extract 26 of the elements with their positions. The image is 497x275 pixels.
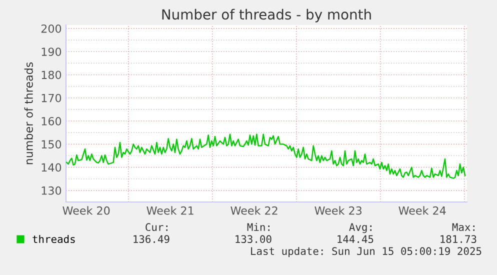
text: 136.49 — [134, 235, 170, 244]
x-tick-label: Week 20 — [62, 206, 110, 215]
y-tick-label: 140 — [42, 163, 62, 172]
y-tick-label: 160 — [42, 116, 62, 126]
chart-title: Number of threads - by month — [162, 8, 371, 22]
text: Max: — [452, 223, 474, 232]
text: 133.00 — [236, 235, 272, 244]
text: Last update: Sun Jun 15 05:00:19 2025 — [251, 246, 482, 258]
x-tick-label: Week 24 — [398, 206, 446, 215]
text: 144.45 — [338, 235, 374, 244]
x-tick-label: Week 23 — [314, 206, 362, 215]
text: Avg: — [349, 223, 372, 234]
x-tick-label: Week 21 — [146, 206, 194, 215]
y-tick-label: 170 — [42, 94, 62, 102]
text: Min: — [247, 222, 270, 231]
legend-label: threads — [32, 234, 75, 244]
y-tick-label: 150 — [42, 140, 62, 149]
y-tick-label: 190 — [42, 48, 62, 56]
text: Cur: — [146, 223, 168, 232]
y-tick-label: 130 — [42, 186, 62, 195]
y-tick-label: 180 — [42, 70, 62, 80]
x-tick-label: Week 22 — [230, 206, 278, 215]
y-tick-label: 200 — [41, 24, 62, 33]
y-axis-title: number of threads — [24, 62, 33, 164]
text: 181.73 — [440, 235, 476, 244]
line-series — [66, 134, 466, 179]
